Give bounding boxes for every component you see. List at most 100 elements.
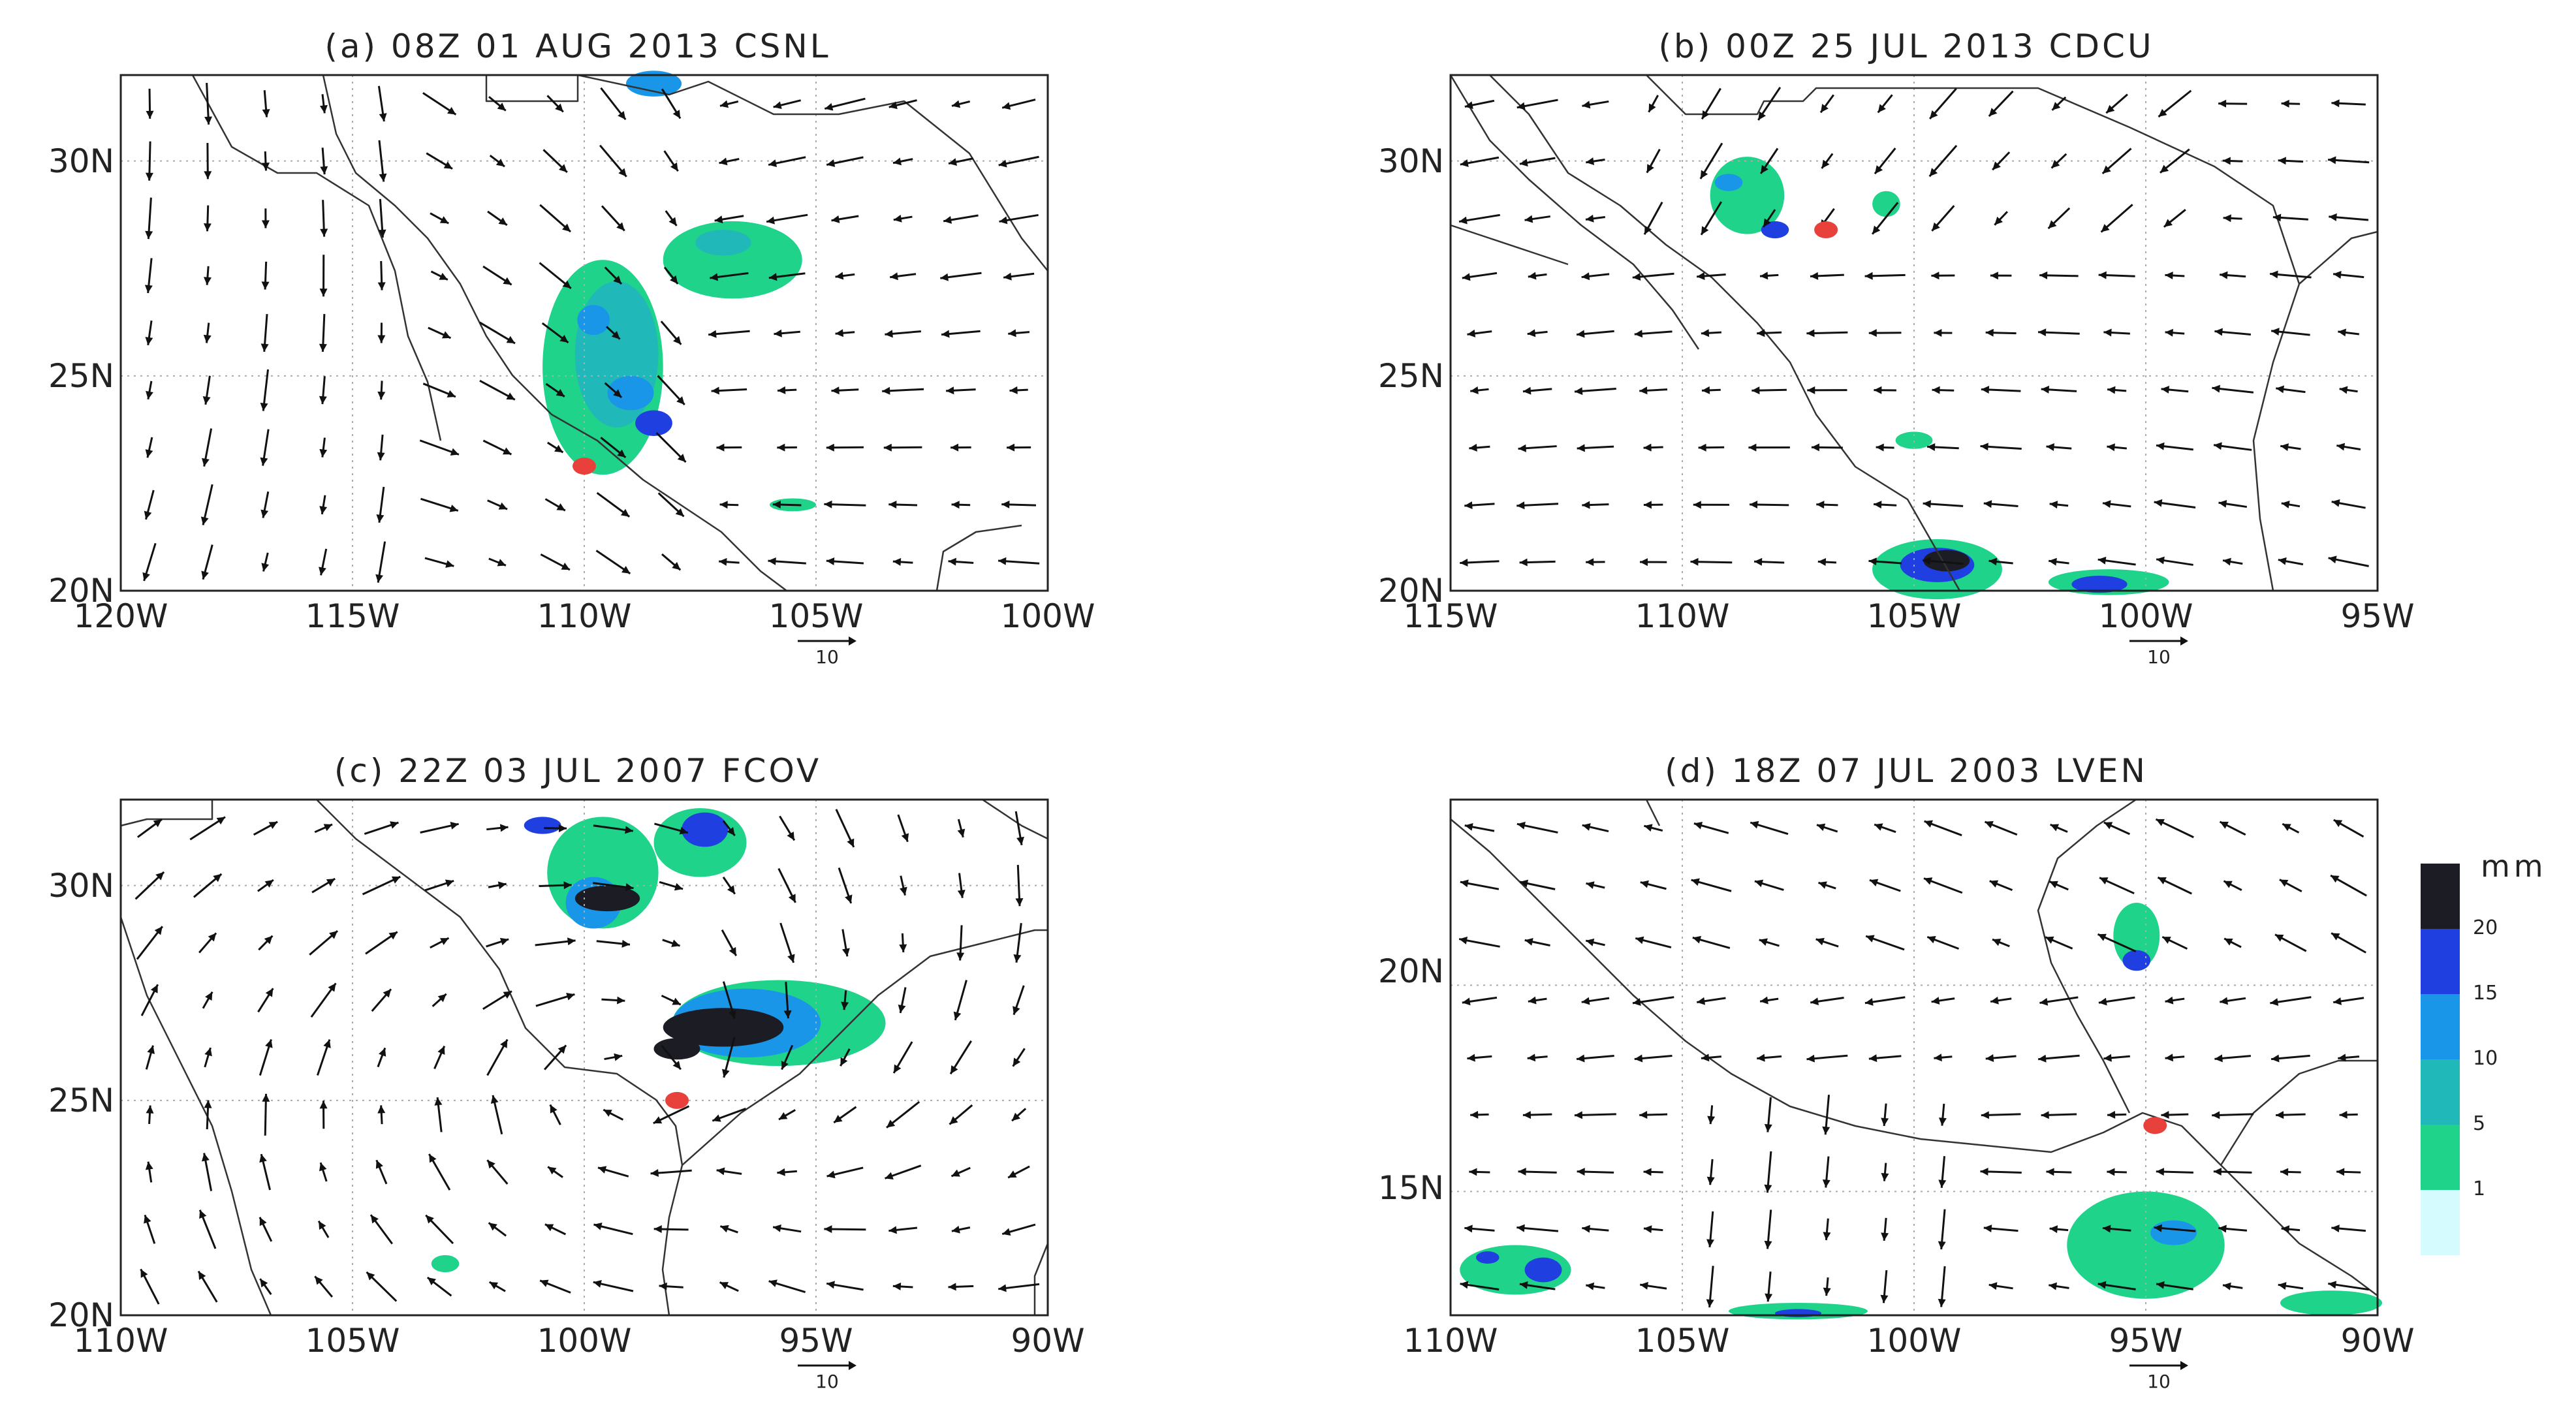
wind-vector (1981, 385, 2021, 394)
precip-area-1 (1714, 174, 1743, 191)
wind-vector (2107, 1110, 2127, 1119)
wind-vector (772, 1224, 802, 1233)
wind-vector (1576, 1054, 1614, 1063)
wind-vector (488, 881, 507, 890)
wind-vector (430, 270, 448, 281)
wind-vector (722, 876, 736, 895)
wind-vector (1757, 1054, 1782, 1062)
wind-vector (2276, 385, 2306, 394)
wind-vector (1518, 444, 1557, 452)
wind-vector (777, 1168, 797, 1176)
colorbar-seg-0-1 (2421, 1190, 2460, 1255)
wind-vector (2102, 500, 2131, 508)
wind-vector (1516, 821, 1558, 834)
wind-vector (258, 935, 274, 951)
wind-vector (1701, 87, 1721, 120)
wind-vector (488, 557, 507, 567)
wind-vector (1015, 865, 1024, 907)
wind-vector (900, 875, 907, 896)
wind-vector (1868, 1054, 1902, 1063)
wind-vector (835, 809, 855, 848)
panel-a-xtick-0: 120W (73, 597, 168, 635)
wind-vector (479, 321, 516, 345)
wind-vector (1928, 145, 1958, 178)
wind-vector (783, 982, 792, 1019)
wind-vector (2218, 1225, 2248, 1233)
wind-vector (198, 932, 217, 954)
panel-d-ref-arrow (2129, 1361, 2188, 1370)
coastline-4 (982, 798, 1048, 840)
panel-c-ytick-0: 30N (48, 867, 114, 905)
wind-vector (2157, 876, 2192, 895)
wind-vector (2270, 328, 2310, 336)
wind-vector (1527, 1054, 1548, 1062)
panel-d-ytick-0: 20N (1377, 952, 1444, 990)
panel-c-xtick-0: 110W (73, 1322, 168, 1360)
wind-vector (719, 1225, 738, 1234)
wind-vector (1706, 1266, 1714, 1308)
wind-vector (488, 1222, 507, 1237)
wind-vector (951, 100, 971, 108)
wind-vector (201, 1153, 213, 1191)
wind-vector (2214, 1054, 2251, 1063)
panel-b-xtick-1: 110W (1635, 597, 1730, 635)
wind-vector (311, 877, 336, 894)
wind-vector (1874, 823, 1896, 834)
wind-vector (835, 329, 855, 337)
wind-vector (197, 1270, 218, 1303)
wind-vector (488, 1281, 506, 1292)
wind-vector (1923, 500, 1964, 508)
coastline-2 (577, 74, 1048, 272)
wind-vector (541, 322, 569, 344)
wind-vector (2165, 272, 2185, 280)
wind-vector (1643, 501, 1663, 509)
panel-a-xtick-4: 100W (1000, 597, 1095, 635)
precip-area-2 (1476, 1251, 1500, 1264)
coastline-2 (2220, 1059, 2378, 1166)
precip-area-8 (663, 1008, 784, 1047)
wind-vector (1460, 1281, 1500, 1290)
wind-vector (203, 266, 212, 285)
wind-vector (596, 492, 631, 518)
wind-vector (426, 152, 453, 170)
wind-vector (779, 815, 796, 841)
wind-vector (262, 90, 270, 117)
wind-vector (1634, 1054, 1673, 1063)
wind-vector (542, 149, 568, 174)
wind-vector (1516, 501, 1559, 510)
wind-vector (377, 381, 386, 400)
wind-vector (1706, 1211, 1714, 1247)
wind-vector (2039, 271, 2079, 279)
wind-vector (204, 143, 212, 180)
wind-vector (663, 150, 679, 172)
wind-vector (1008, 329, 1030, 337)
wind-vector (1585, 214, 1605, 223)
wind-vector (2223, 214, 2242, 223)
wind-vector (1931, 205, 1955, 232)
wind-vector (1928, 87, 1957, 119)
event-location-marker (665, 1091, 689, 1109)
wind-vector (831, 215, 859, 223)
wind-vector (1750, 820, 1789, 835)
wind-vector (1923, 557, 1964, 565)
wind-vector (1586, 558, 1605, 567)
wind-vector (539, 204, 572, 233)
wind-vector (1464, 822, 1495, 832)
precip-area-7 (1923, 550, 1970, 572)
coastline-1 (119, 916, 272, 1316)
wind-vector (1519, 879, 1556, 890)
wind-vector (1881, 1103, 1889, 1127)
wind-vector (2336, 1168, 2361, 1176)
wind-vector (1582, 823, 1609, 833)
wind-vector (1983, 1225, 2018, 1233)
wind-vector (261, 208, 270, 228)
wind-vector (486, 937, 509, 948)
wind-vector (2051, 96, 2067, 111)
wind-vector (2276, 1111, 2306, 1119)
wind-vector (1528, 996, 1547, 1005)
wind-vector (1931, 997, 1955, 1005)
wind-vector (2336, 443, 2361, 451)
wind-vector (2103, 821, 2130, 835)
coastline-1 (322, 74, 787, 591)
event-location-marker (1814, 221, 1838, 238)
